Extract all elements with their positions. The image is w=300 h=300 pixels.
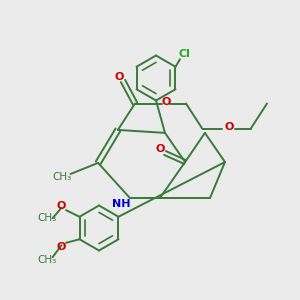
Text: O: O (57, 242, 66, 252)
Text: O: O (115, 71, 124, 82)
Text: NH: NH (112, 199, 130, 209)
Text: CH₃: CH₃ (37, 255, 56, 265)
Text: CH₃: CH₃ (52, 172, 71, 182)
Text: O: O (57, 201, 66, 211)
Text: Cl: Cl (178, 49, 190, 59)
Text: O: O (155, 144, 165, 154)
Text: O: O (162, 97, 171, 107)
Text: O: O (225, 122, 234, 133)
Text: CH₃: CH₃ (37, 213, 56, 223)
